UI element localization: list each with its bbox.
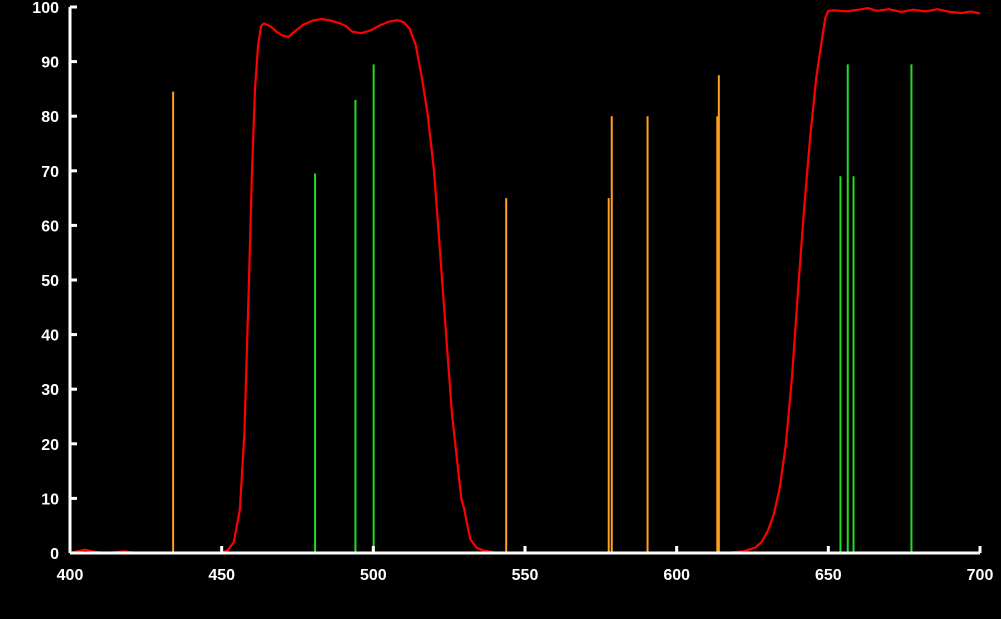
x-tick-label-3: 550 xyxy=(512,567,539,584)
x-axis-ticks: 400 450 500 550 600 650 700 xyxy=(57,546,994,584)
y-tick-label-0: 0 xyxy=(50,546,59,563)
y-tick-label-9: 90 xyxy=(41,55,59,72)
y-tick-label-4: 40 xyxy=(41,328,59,345)
x-tick-label-6: 700 xyxy=(967,567,994,584)
y-tick-label-2: 20 xyxy=(41,437,59,454)
y-tick-label-8: 80 xyxy=(41,109,59,126)
x-tick-label-1: 450 xyxy=(208,567,235,584)
y-tick-label-1: 10 xyxy=(41,491,59,508)
y-tick-label-10: 100 xyxy=(32,0,59,17)
y-tick-label-7: 70 xyxy=(41,164,59,181)
x-tick-label-4: 600 xyxy=(663,567,690,584)
y-tick-label-6: 60 xyxy=(41,218,59,235)
emission-lines xyxy=(172,64,913,553)
transmission-curve xyxy=(69,7,981,555)
y-axis-ticks: 0 10 20 30 40 50 60 70 80 90 100 xyxy=(32,0,77,563)
y-tick-label-3: 30 xyxy=(41,382,59,399)
y-tick-label-5: 50 xyxy=(41,273,59,290)
x-tick-label-5: 650 xyxy=(815,567,842,584)
series-line-0 xyxy=(69,7,981,555)
x-tick-label-0: 400 xyxy=(57,567,84,584)
x-tick-label-2: 500 xyxy=(360,567,387,584)
